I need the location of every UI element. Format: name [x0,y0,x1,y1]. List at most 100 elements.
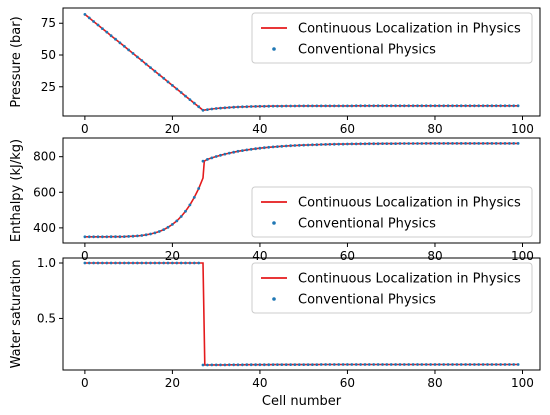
data-point [192,261,196,265]
data-point [398,104,402,108]
data-point [451,363,454,366]
data-point [171,223,174,226]
data-point [451,104,454,108]
legend-box [251,186,533,238]
data-point [122,44,126,48]
data-point [367,363,371,366]
data-point [512,363,516,366]
data-point [359,142,362,146]
data-point [140,234,144,237]
data-point [162,228,166,232]
data-point [442,363,446,366]
axes-frame [62,137,541,244]
data-point [262,363,266,367]
data-point [227,363,231,367]
data-point [262,104,266,108]
data-point [429,363,432,366]
data-point [284,144,288,148]
x-tick-label: 80 [427,122,442,136]
data-point [214,363,218,367]
data-point [127,235,130,238]
data-point [232,363,236,367]
data-point [324,104,327,108]
x-tick-label: 60 [340,249,355,263]
data-point [473,142,476,145]
data-point [420,363,424,366]
data-point [402,142,406,145]
data-point [311,143,314,147]
data-point [499,104,502,108]
data-point [464,104,467,108]
data-point [171,261,174,265]
data-point [407,104,411,108]
x-tick-label: 80 [427,376,442,390]
x-tick-label: 80 [427,249,442,263]
data-point [411,104,415,108]
x-axis-label: Cell number [262,394,342,409]
data-point [490,104,494,108]
data-point [341,104,345,108]
data-point [372,104,376,108]
data-point [311,104,314,108]
data-point [223,363,227,367]
data-point [297,143,301,147]
data-point [267,145,271,149]
data-point [337,104,341,108]
data-point [494,142,498,145]
data-point [289,144,292,148]
data-point [416,142,419,145]
data-point [223,152,227,156]
data-point [101,235,104,239]
legend-box [251,12,533,64]
data-point [140,59,144,62]
data-point [184,261,187,265]
y-tick-label: 50 [41,48,56,62]
data-point [516,363,520,366]
legend-entry-localization: Continuous Localization in Physics [298,196,521,211]
data-point [398,363,402,366]
data-point [459,363,463,366]
data-point [346,104,349,108]
data-point [289,363,292,366]
data-point [105,261,109,265]
data-point [92,235,95,239]
data-point [433,142,437,145]
data-point [442,142,446,145]
data-point [184,209,187,213]
x-tick-label: 40 [252,122,267,136]
data-point [136,234,139,238]
data-point [96,23,100,27]
legend-entry-conventional: Conventional Physics [298,217,436,232]
data-point [280,363,284,366]
data-point [276,363,279,366]
data-point [83,235,87,239]
data-point [350,142,354,146]
data-point [337,363,341,366]
data-point [381,142,384,146]
data-point [258,104,262,108]
data-point [284,104,288,108]
data-point [481,363,485,366]
data-point [144,62,148,66]
data-point [245,148,249,152]
data-point [372,363,376,366]
data-point [127,48,130,52]
data-point [420,142,424,145]
data-point [459,142,463,145]
axes-frame [62,7,541,117]
data-point [490,363,494,366]
data-point [429,104,432,108]
data-point [297,104,301,108]
data-point [254,105,257,108]
data-point [179,261,183,265]
data-point [516,142,520,145]
data-point [407,142,411,145]
data-point [101,261,104,265]
data-point [433,363,437,366]
data-point [464,363,467,366]
data-point [197,105,201,109]
data-point [114,235,117,239]
data-point [486,142,489,145]
data-point [227,106,231,109]
data-point [223,106,227,110]
